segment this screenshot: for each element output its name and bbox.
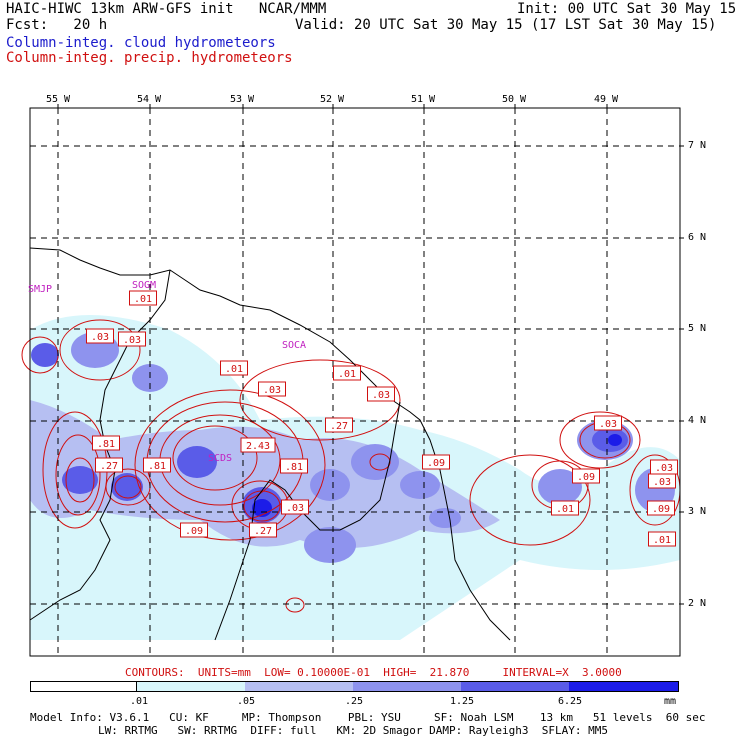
svg-text:.03: .03 — [286, 503, 304, 514]
svg-text:.03: .03 — [91, 332, 109, 343]
model-info-line1: Model Info: V3.6.1 CU: KF MP: Thompson P… — [30, 711, 706, 724]
contour-label: .81 — [280, 458, 308, 474]
init-time: Init: 00 UTC Sat 30 May 15 — [517, 1, 737, 17]
svg-text:.81: .81 — [285, 462, 303, 473]
lon-label: 54 W — [137, 94, 162, 105]
svg-text:.01: .01 — [653, 535, 671, 546]
lon-label: 53 W — [230, 94, 255, 105]
contour-label: .27 — [325, 417, 353, 433]
lat-label: 3 N — [688, 506, 707, 517]
svg-text:.09: .09 — [185, 526, 203, 537]
contour-label: 2.43 — [240, 437, 276, 453]
contour-label: .01 — [648, 531, 676, 547]
colorbar-tick: .05 — [237, 696, 256, 707]
contour-label: .01 — [551, 500, 579, 516]
svg-text:.81: .81 — [148, 461, 166, 472]
precip-contours — [21, 319, 681, 613]
svg-text:.09: .09 — [577, 472, 595, 483]
model-info-line2: LW: RRTMG SW: RRTMG DIFF: full KM: 2D Sm… — [98, 724, 608, 737]
svg-text:.01: .01 — [556, 504, 574, 515]
contour-label: .09 — [422, 454, 450, 470]
legend-cloud-hydrometeors: Column-integ. cloud hydrometeors — [6, 35, 276, 51]
svg-text:.27: .27 — [330, 421, 348, 432]
contour-label: .03 — [594, 415, 622, 431]
lat-label: 2 N — [688, 598, 707, 609]
contour-label: .27 — [249, 522, 277, 538]
contour-label: .03 — [281, 499, 309, 515]
contour-label: .03 — [86, 328, 114, 344]
contour-label: .01 — [220, 360, 248, 376]
contour-label: .81 — [92, 435, 120, 451]
svg-text:.01: .01 — [338, 369, 356, 380]
contours-info: CONTOURS: UNITS=mm LOW= 0.10000E-01 HIGH… — [125, 666, 622, 679]
svg-text:.03: .03 — [655, 463, 673, 474]
station-label: SOCA — [282, 340, 307, 351]
lon-label: 49 W — [594, 94, 619, 105]
svg-text:.03: .03 — [599, 419, 617, 430]
lon-label: 55 W — [46, 94, 71, 105]
station-label: SMJP — [28, 284, 53, 295]
legend-precip-hydrometeors: Column-integ. precip. hydrometeors — [6, 50, 293, 66]
station-label: SOGM — [132, 280, 157, 291]
contour-label: .03 — [648, 473, 676, 489]
lon-label: 52 W — [320, 94, 345, 105]
svg-text:2.43: 2.43 — [246, 441, 270, 452]
contour-label: .01 — [129, 290, 157, 306]
forecast-hour: Fcst: 20 h — [6, 17, 108, 33]
contour-label: .01 — [333, 365, 361, 381]
lon-label: 51 W — [411, 94, 436, 105]
svg-text:.01: .01 — [134, 294, 152, 305]
svg-text:.03: .03 — [372, 390, 390, 401]
contour-label: .03 — [367, 386, 395, 402]
contour-label: .03 — [118, 331, 146, 347]
colorbar-tick: .01 — [130, 696, 149, 707]
lat-label: 6 N — [688, 232, 707, 243]
svg-text:.03: .03 — [123, 335, 141, 346]
colorbar-tick: 6.25 — [558, 696, 583, 707]
model-title: HAIC-HIWC 13km ARW-GFS init NCAR/MMM — [6, 1, 327, 17]
valid-time: Valid: 20 UTC Sat 30 May 15 (17 LST Sat … — [295, 17, 717, 33]
svg-text:.81: .81 — [97, 439, 115, 450]
svg-text:.03: .03 — [653, 477, 671, 488]
svg-text:.09: .09 — [652, 504, 670, 515]
colorbar-tick: 1.25 — [450, 696, 475, 707]
lat-label: 7 N — [688, 140, 707, 151]
svg-text:.09: .09 — [427, 458, 445, 469]
colorbar-tick: mm — [664, 696, 677, 707]
svg-text:.03: .03 — [263, 385, 281, 396]
svg-text:.27: .27 — [254, 526, 272, 537]
svg-text:.01: .01 — [225, 364, 243, 375]
map-frame — [29, 107, 681, 657]
svg-text:.27: .27 — [100, 461, 118, 472]
lat-label: 5 N — [688, 323, 707, 334]
contour-label: .81 — [143, 457, 171, 473]
station-label: SCDS — [208, 453, 233, 464]
contour-label: .09 — [180, 522, 208, 538]
lon-label: 50 W — [502, 94, 527, 105]
colorbar-tick: .25 — [345, 696, 364, 707]
lat-label: 4 N — [688, 415, 707, 426]
contour-label: .27 — [95, 457, 123, 473]
contour-label: .09 — [647, 500, 675, 516]
contour-label: .03 — [650, 459, 678, 475]
contour-label: .09 — [572, 468, 600, 484]
contour-label: .03 — [258, 381, 286, 397]
